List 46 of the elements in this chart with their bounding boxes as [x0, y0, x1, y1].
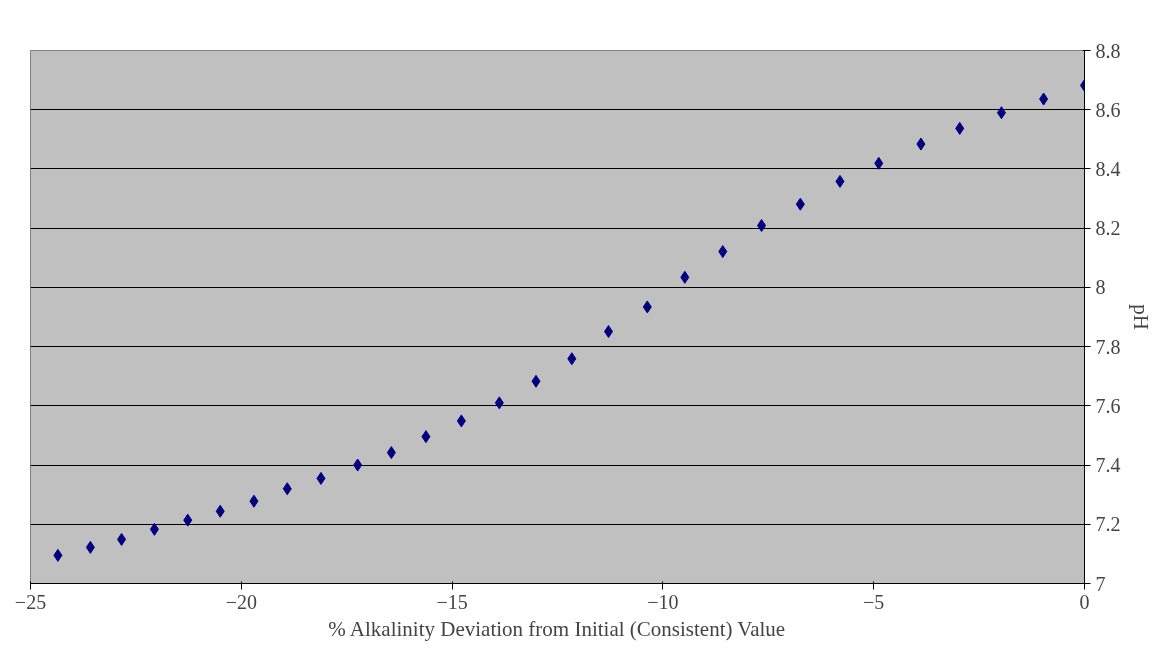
point: [215, 504, 225, 518]
point: [316, 471, 326, 485]
point: [421, 430, 431, 444]
point: [249, 494, 259, 508]
point: [874, 156, 884, 170]
y-tick-label: 8.6: [1095, 98, 1121, 121]
x-tick-label: −15: [436, 590, 468, 613]
point: [1039, 92, 1049, 106]
point: [642, 300, 652, 314]
point: [386, 446, 396, 460]
point: [955, 121, 965, 135]
y-axis-title: pH: [1128, 304, 1153, 330]
point: [282, 482, 292, 496]
point: [916, 137, 926, 151]
point: [531, 374, 541, 388]
y-tick-label: 8.8: [1095, 39, 1121, 62]
x-axis-title: % Alkalinity Deviation from Initial (Consistent) Value: [328, 616, 786, 641]
x-tick-label: −5: [863, 590, 885, 613]
point: [117, 532, 127, 546]
point: [353, 458, 363, 472]
x-tick-label: −20: [225, 590, 257, 613]
point: [85, 540, 95, 554]
point: [996, 106, 1006, 120]
y-tick-label: 8.4: [1095, 157, 1121, 180]
point: [494, 396, 504, 410]
point: [718, 245, 728, 259]
point: [149, 522, 159, 536]
point: [757, 219, 767, 232]
point: [53, 548, 63, 562]
point: [567, 352, 577, 366]
y-tick-label: 7.8: [1095, 335, 1121, 358]
point: [680, 270, 690, 284]
y-tick-label: 7: [1095, 572, 1106, 595]
point: [183, 513, 193, 527]
point: [604, 325, 614, 339]
x-tick-label: −10: [647, 590, 679, 613]
y-tick-label: 8.2: [1095, 217, 1121, 240]
point: [835, 174, 845, 188]
y-tick-label: 7.6: [1095, 394, 1121, 417]
x-tick-label: −25: [14, 590, 47, 613]
x-tick-label: 0: [1079, 590, 1090, 613]
point: [795, 197, 805, 211]
point: [456, 414, 466, 428]
y-tick-label: 7.4: [1095, 454, 1121, 477]
y-tick-label: 7.2: [1095, 513, 1121, 536]
y-tick-label: 8: [1095, 276, 1106, 299]
